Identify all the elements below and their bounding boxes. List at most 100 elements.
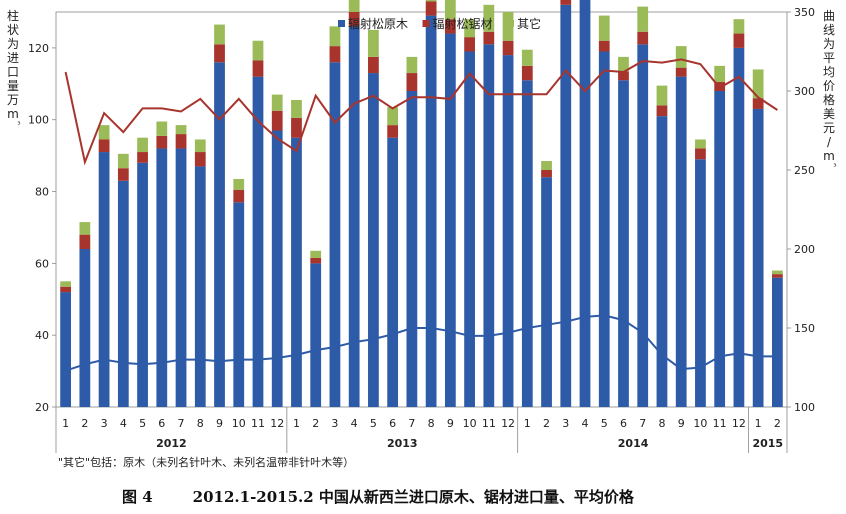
bar-segment-3 xyxy=(368,29,379,57)
bar-segment-3 xyxy=(194,139,206,153)
bar-segment-1 xyxy=(137,162,148,407)
bar-segment-2 xyxy=(214,44,225,63)
bar-segment-3 xyxy=(387,107,399,126)
bar-segment-3 xyxy=(464,19,475,38)
month-label: 5 xyxy=(601,417,608,430)
bar-segment-1 xyxy=(579,0,591,407)
month-label: 3 xyxy=(331,417,338,430)
bar-segment-1 xyxy=(598,51,610,407)
bar-segment-3 xyxy=(329,26,341,47)
bar-segment-3 xyxy=(695,139,706,149)
bar-segment-2 xyxy=(406,73,418,91)
right-tick-label: 300 xyxy=(794,85,815,98)
bar-segment-2 xyxy=(156,135,168,149)
bar-segment-3 xyxy=(675,46,687,68)
price-line-1 xyxy=(64,58,778,166)
month-label: 10 xyxy=(693,417,707,430)
bar-segment-1 xyxy=(406,91,418,407)
bar-segment-1 xyxy=(252,76,264,408)
bar-segment-3 xyxy=(771,270,783,275)
bar-segment-2 xyxy=(368,56,379,74)
year-label: 2014 xyxy=(618,437,649,450)
bar-segment-3 xyxy=(656,85,668,106)
month-label: 9 xyxy=(678,417,685,430)
bar-segment-2 xyxy=(291,117,302,138)
bar-segment-1 xyxy=(695,159,706,407)
bar-segment-1 xyxy=(464,51,475,407)
bar-segment-1 xyxy=(291,137,302,407)
right-tick-label: 150 xyxy=(794,322,815,335)
bar-segment-2 xyxy=(675,67,687,77)
bar-segment-1 xyxy=(618,80,629,408)
bar-segment-1 xyxy=(329,62,341,407)
month-label: 2 xyxy=(81,417,88,430)
bar-segment-1 xyxy=(733,47,745,408)
month-label: 6 xyxy=(389,417,396,430)
bar-segment-3 xyxy=(233,178,245,190)
bar-segment-3 xyxy=(98,125,110,140)
month-label: 3 xyxy=(101,417,108,430)
plot-frame xyxy=(55,11,788,408)
month-label: 10 xyxy=(232,417,246,430)
left-axis-title: 柱状为进口量万 m ³ xyxy=(7,8,21,129)
bar-segment-2 xyxy=(194,152,206,167)
bar-segment-2 xyxy=(117,168,129,181)
bar-segment-3 xyxy=(733,19,745,34)
bar-segment-2 xyxy=(348,12,360,27)
bar-segment-2 xyxy=(483,31,495,45)
bar-segment-1 xyxy=(368,73,379,407)
bar-segment-1 xyxy=(521,80,533,408)
bar-segment-1 xyxy=(194,166,206,407)
bar-segment-3 xyxy=(214,24,225,45)
right-tick-label: 200 xyxy=(794,243,815,256)
bar-segment-3 xyxy=(271,94,283,111)
month-label: 2 xyxy=(543,417,550,430)
bar-segment-2 xyxy=(560,0,572,5)
bar-segment-3 xyxy=(406,56,418,74)
bar-segment-1 xyxy=(156,148,168,408)
month-label: 6 xyxy=(620,417,627,430)
bar-segment-1 xyxy=(675,76,687,408)
bar-segment-1 xyxy=(387,137,399,407)
figure-caption: 图 4 2012.1-2015.2 中国从新西兰进口原木、锯材进口量、平均价格 xyxy=(122,486,634,507)
left-tick-label: 20 xyxy=(35,401,49,414)
month-label: 6 xyxy=(158,417,165,430)
bar-segment-1 xyxy=(502,55,514,407)
bar-segment-1 xyxy=(271,130,283,407)
bar-segment-2 xyxy=(521,65,533,81)
month-label: 7 xyxy=(408,417,415,430)
month-label: 12 xyxy=(501,417,515,430)
month-label: 2 xyxy=(774,417,781,430)
month-label: 1 xyxy=(293,417,300,430)
bar-segment-3 xyxy=(252,40,264,61)
month-label: 2 xyxy=(312,417,319,430)
month-label: 11 xyxy=(482,417,496,430)
bar-segment-2 xyxy=(137,152,148,163)
bar-segment-1 xyxy=(541,177,552,407)
month-label: 4 xyxy=(582,417,589,430)
bar-segment-2 xyxy=(425,1,437,16)
bar-segment-1 xyxy=(348,26,360,407)
bar-segment-1 xyxy=(233,202,245,407)
bar-segment-2 xyxy=(444,19,456,34)
bar-segment-2 xyxy=(598,40,610,52)
month-label: 5 xyxy=(370,417,377,430)
bar-segment-1 xyxy=(79,249,91,407)
month-label: 4 xyxy=(120,417,127,430)
month-label: 12 xyxy=(732,417,746,430)
bar-segment-2 xyxy=(98,139,110,153)
legend-swatch-1 xyxy=(338,20,345,27)
bar-segment-1 xyxy=(483,44,495,408)
bar-segment-1 xyxy=(637,44,649,408)
legend-swatch-3 xyxy=(507,20,514,27)
bar-segment-1 xyxy=(98,152,110,407)
month-label: 7 xyxy=(639,417,646,430)
legend-label-2: 辐射松锯材 xyxy=(433,16,493,31)
bar-segment-1 xyxy=(214,62,225,407)
bar-segment-3 xyxy=(79,222,91,235)
bar-segment-3 xyxy=(598,15,610,41)
month-label: 1 xyxy=(62,417,69,430)
month-label: 1 xyxy=(755,417,762,430)
bar-segment-3 xyxy=(137,137,148,153)
